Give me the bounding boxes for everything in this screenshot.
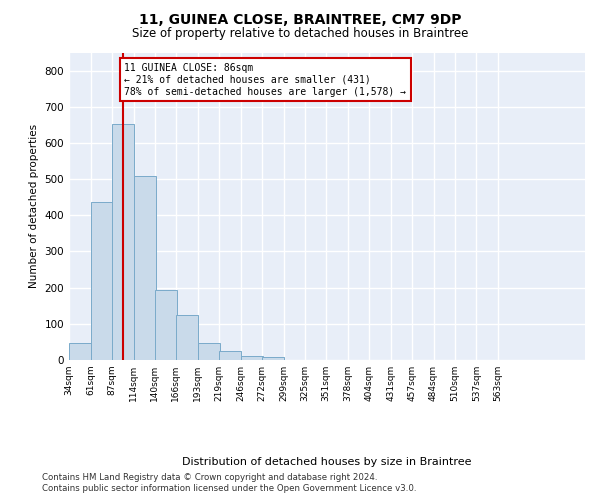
Y-axis label: Number of detached properties: Number of detached properties: [29, 124, 39, 288]
Bar: [69, 344, 91, 360]
Text: Contains HM Land Registry data © Crown copyright and database right 2024.: Contains HM Land Registry data © Crown c…: [42, 472, 377, 482]
Bar: [91, 202, 113, 360]
X-axis label: Distribution of detached houses by size in Braintree: Distribution of detached houses by size …: [182, 457, 472, 467]
Bar: [176, 315, 198, 360]
Bar: [134, 176, 155, 360]
Text: 11, GUINEA CLOSE, BRAINTREE, CM7 9DP: 11, GUINEA CLOSE, BRAINTREE, CM7 9DP: [139, 12, 461, 26]
Bar: [241, 356, 263, 360]
Bar: [198, 342, 220, 360]
Text: Contains public sector information licensed under the Open Government Licence v3: Contains public sector information licen…: [42, 484, 416, 493]
Bar: [155, 290, 177, 360]
Bar: [262, 357, 284, 360]
Text: Size of property relative to detached houses in Braintree: Size of property relative to detached ho…: [132, 28, 468, 40]
Bar: [112, 124, 134, 360]
Text: 11 GUINEA CLOSE: 86sqm
← 21% of detached houses are smaller (431)
78% of semi-de: 11 GUINEA CLOSE: 86sqm ← 21% of detached…: [124, 64, 406, 96]
Bar: [219, 351, 241, 360]
